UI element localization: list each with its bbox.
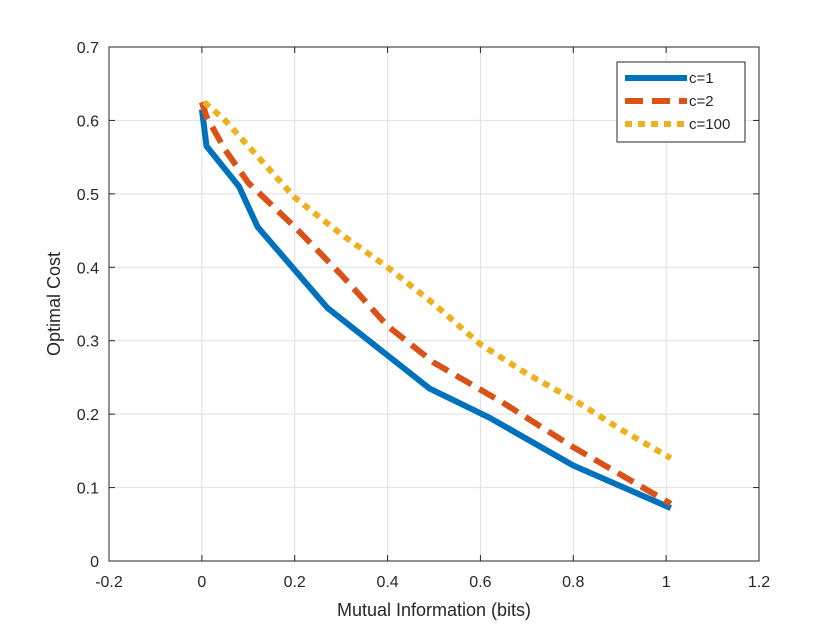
series-layer: [198, 99, 673, 511]
y-tick-label: 0.6: [77, 113, 99, 130]
y-tick-label: 0.2: [77, 407, 99, 424]
x-tick-label: 1: [662, 574, 671, 591]
y-tick-label: 0.4: [77, 260, 99, 277]
plot-frame: [108, 46, 760, 562]
x-tick-label: -0.2: [95, 574, 123, 591]
y-tick-label: 0: [90, 554, 99, 571]
legend-label: c=2: [689, 93, 714, 110]
x-tick-label: 0.8: [562, 574, 584, 591]
x-tick-label: 0: [197, 574, 206, 591]
x-axis-label: Mutual Information (bits): [337, 600, 531, 620]
legend-label: c=1: [689, 70, 714, 87]
legend: c=1 c=2 c=100: [616, 61, 746, 143]
y-tick-label: 0.5: [77, 187, 99, 204]
y-axis-label: Optimal Cost: [44, 252, 64, 356]
y-tick-label: 0.1: [77, 481, 99, 498]
ticks: -0.2 0 0.2 0.4 0.6 0.8 1 1.2 0 0.1 0.2 0.3 0.4 0.5 0.6…: [77, 40, 770, 591]
series-line-c-1: [198, 109, 673, 511]
x-tick-label: 1.2: [748, 574, 770, 591]
x-tick-label: 0.2: [284, 574, 306, 591]
legend-label: c=100: [689, 116, 730, 133]
series-line-c-2: [199, 101, 673, 507]
x-tick-label: 0.4: [376, 574, 398, 591]
series-line-c-100: [202, 99, 673, 461]
y-tick-label: 0.3: [77, 334, 99, 351]
x-tick-label: 0.6: [469, 574, 491, 591]
y-tick-label: 0.7: [77, 40, 99, 57]
